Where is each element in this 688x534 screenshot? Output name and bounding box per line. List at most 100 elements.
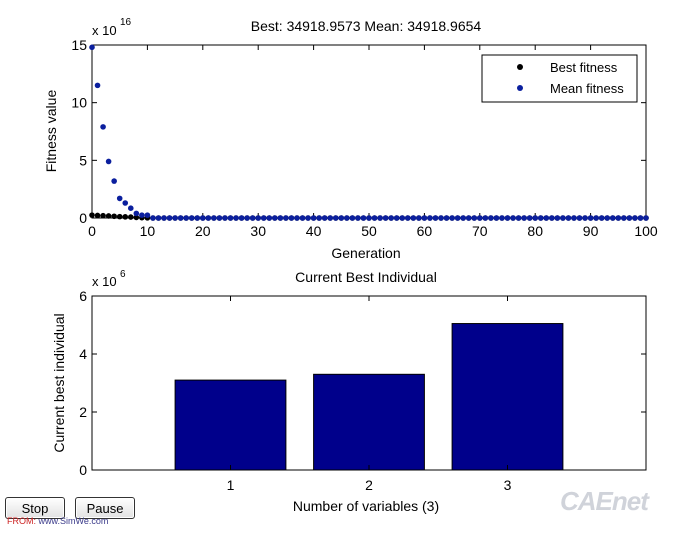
legend-mean-marker xyxy=(517,85,523,91)
source-credit: FROM: www.SimWe.com xyxy=(7,516,108,526)
best-individual-x-tick-label: 2 xyxy=(365,477,373,493)
mean-fitness-point xyxy=(177,215,184,221)
fitness-y-ticks: 0 5 10 15 xyxy=(71,37,646,226)
best-individual-x-axis-label: Number of variables (3) xyxy=(293,498,439,514)
mean-fitness-point xyxy=(399,215,406,221)
mean-fitness-point xyxy=(615,215,622,221)
mean-fitness-point xyxy=(327,215,334,221)
fitness-x-tick-label: 20 xyxy=(195,223,211,239)
mean-fitness-point xyxy=(305,215,311,221)
fitness-y-tick-label: 0 xyxy=(79,210,87,226)
mean-fitness-point xyxy=(255,215,261,221)
mean-fitness-point xyxy=(283,215,289,221)
best-fitness-point xyxy=(89,212,95,218)
mean-fitness-point xyxy=(598,215,605,221)
mean-fitness-point xyxy=(410,215,417,221)
mean-fitness-point xyxy=(233,215,239,221)
mean-fitness-point xyxy=(449,215,455,221)
mean-fitness-point xyxy=(537,215,544,221)
fitness-y-tick-label: 15 xyxy=(71,37,87,53)
bar-variable-2 xyxy=(313,373,425,471)
mean-fitness-point xyxy=(565,215,572,221)
mean-fitness-point xyxy=(222,215,228,221)
mean-fitness-point xyxy=(427,215,433,221)
fitness-x-tick-label: 100 xyxy=(634,223,658,239)
fitness-y-axis-label: Fitness value xyxy=(43,90,59,173)
fitness-x-tick-label: 90 xyxy=(583,223,599,239)
mean-fitness-point xyxy=(111,178,117,184)
fitness-x-tick-label: 70 xyxy=(472,223,488,239)
mean-fitness-point xyxy=(371,215,378,221)
stop-button[interactable]: Stop xyxy=(5,497,65,519)
best-fitness-point xyxy=(116,213,123,220)
mean-fitness-point xyxy=(244,215,250,221)
best-individual-y-tick-label: 0 xyxy=(79,462,87,478)
mean-fitness-point xyxy=(632,215,638,221)
mean-fitness-point xyxy=(183,215,189,221)
mean-fitness-point xyxy=(100,124,106,130)
mean-fitness-point xyxy=(344,215,350,221)
mean-fitness-point xyxy=(200,215,206,221)
mean-fitness-point xyxy=(127,205,134,211)
mean-fitness-point xyxy=(166,215,173,221)
mean-fitness-point xyxy=(582,215,588,221)
mean-fitness-point xyxy=(133,210,140,217)
fitness-points xyxy=(89,44,649,221)
mean-fitness-point xyxy=(549,215,555,221)
mean-fitness-point xyxy=(393,215,400,221)
legend-box xyxy=(481,54,638,103)
legend-mean-label: Mean fitness xyxy=(550,81,624,96)
bar-variable-1 xyxy=(174,379,287,471)
pause-button[interactable]: Pause xyxy=(75,497,135,519)
mean-fitness-point xyxy=(460,215,466,221)
mean-fitness-point xyxy=(499,215,505,221)
best-fitness-point xyxy=(133,214,140,221)
fitness-x-tick-label: 0 xyxy=(88,223,96,239)
mean-fitness-point xyxy=(139,212,145,218)
best-individual-y-tick-label: 2 xyxy=(79,404,87,420)
mean-fitness-point xyxy=(216,215,223,221)
mean-fitness-point xyxy=(377,215,383,221)
mean-fitness-point xyxy=(122,200,129,206)
mean-fitness-point xyxy=(526,215,533,221)
fitness-exponent-label: x 10 xyxy=(92,23,117,38)
credit-prefix: FROM: xyxy=(7,516,39,526)
mean-fitness-point xyxy=(294,215,300,221)
best-fitness-point xyxy=(122,214,129,220)
mean-fitness-point xyxy=(272,215,278,221)
fitness-x-axis-label: Generation xyxy=(331,245,400,261)
best-individual-x-tick-label: 3 xyxy=(504,477,512,493)
best-fitness-point xyxy=(94,212,101,219)
mean-fitness-point xyxy=(155,215,162,221)
mean-fitness-point xyxy=(604,215,611,221)
best-individual-y-axis-label: Current best individual xyxy=(51,313,67,452)
mean-fitness-point xyxy=(332,215,339,221)
mean-fitness-point xyxy=(465,215,472,221)
mean-fitness-point xyxy=(360,215,367,221)
mean-fitness-point xyxy=(172,215,178,221)
mean-fitness-point xyxy=(493,215,500,221)
mean-fitness-point xyxy=(404,215,411,221)
mean-fitness-point xyxy=(161,215,167,221)
mean-fitness-point xyxy=(532,215,538,221)
fitness-exponent-power: 16 xyxy=(120,17,132,28)
mean-fitness-point xyxy=(454,215,461,221)
mean-fitness-point xyxy=(238,215,245,221)
mean-fitness-point xyxy=(421,215,428,221)
best-individual-title: Current Best Individual xyxy=(295,269,437,285)
best-individual-y-tick-label: 4 xyxy=(79,346,87,362)
legend-best-marker xyxy=(517,64,523,70)
mean-fitness-point xyxy=(355,215,361,221)
mean-fitness-point xyxy=(477,215,483,221)
mean-fitness-point xyxy=(382,215,389,221)
mean-fitness-point xyxy=(227,215,234,221)
mean-fitness-point xyxy=(105,158,112,165)
legend-best-label: Best fitness xyxy=(550,60,618,75)
mean-fitness-point xyxy=(321,215,328,221)
mean-fitness-point xyxy=(349,215,356,221)
mean-fitness-point xyxy=(266,215,273,221)
mean-fitness-point xyxy=(587,215,594,221)
mean-fitness-point xyxy=(277,215,284,221)
mean-fitness-point xyxy=(593,215,599,221)
